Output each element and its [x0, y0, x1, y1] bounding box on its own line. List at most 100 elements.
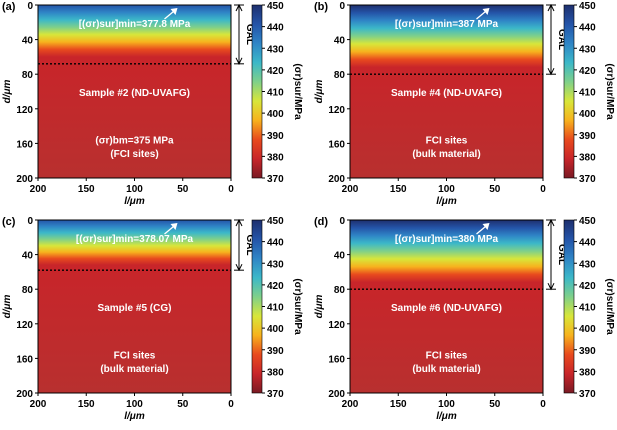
min-stress-annotation: [(σr)sur]min=377.8 MPa — [79, 19, 191, 30]
colorbar-tick-label: 430 — [579, 259, 596, 270]
y-tick-label: 120 — [328, 105, 345, 116]
colorbar-tick-label: 390 — [579, 131, 596, 142]
y-tick-label: 0 — [27, 216, 33, 227]
y-tick-label: 200 — [16, 174, 33, 185]
bulk-label-2: (bulk material) — [412, 364, 480, 375]
colorbar-tick-label: 380 — [267, 367, 284, 378]
x-tick-label: 50 — [489, 399, 501, 410]
sample-label: Sample #2 (ND-UVAFG) — [79, 88, 190, 99]
colorbar — [251, 4, 263, 179]
y-tick-label: 0 — [27, 1, 33, 12]
min-stress-arrow-head — [170, 8, 178, 15]
y-tick-label: 40 — [334, 251, 346, 262]
colorbar-tick-label: 440 — [579, 23, 596, 34]
colorbar-tick-label: 370 — [267, 174, 284, 185]
bulk-label-1: FCI sites — [114, 350, 156, 361]
x-tick-label: 100 — [438, 184, 455, 195]
panel-label: (d) — [314, 216, 328, 228]
colorbar-label: (σr)sur/MPa — [292, 63, 303, 120]
x-tick-label: 200 — [30, 399, 47, 410]
x-tick-label: 200 — [342, 399, 359, 410]
colorbar-tick-label: 420 — [267, 281, 284, 292]
min-stress-annotation: [(σr)sur]min=378.07 MPa — [76, 234, 194, 245]
gal-label: GAL — [244, 24, 255, 45]
y-tick-label: 200 — [328, 174, 345, 185]
y-tick-label: 160 — [16, 139, 33, 150]
colorbar-tick-label: 400 — [267, 324, 284, 335]
x-tick-label: 200 — [342, 184, 359, 195]
colorbar-tick-label: 390 — [267, 131, 284, 142]
panel-label: (b) — [314, 1, 328, 13]
y-axis-label: d/μm — [2, 79, 13, 103]
colorbar-tick-label: 430 — [267, 259, 284, 270]
x-tick-label: 150 — [390, 399, 407, 410]
y-tick-label: 40 — [22, 36, 34, 47]
gal-label: GAL — [556, 244, 567, 265]
colorbar — [563, 219, 575, 394]
x-tick-label: 100 — [126, 399, 143, 410]
x-tick-label: 0 — [540, 184, 546, 195]
x-tick-label: 0 — [228, 399, 234, 410]
colorbar-tick-label: 370 — [579, 174, 596, 185]
x-tick-label: 50 — [177, 399, 189, 410]
bulk-label-2: (FCI sites) — [110, 149, 158, 160]
x-axis-label: l/μm — [124, 196, 145, 207]
min-stress-annotation: [(σr)sur]min=387 MPa — [395, 19, 499, 30]
y-tick-label: 200 — [328, 389, 345, 400]
x-tick-label: 200 — [30, 184, 47, 195]
y-tick-label: 120 — [16, 320, 33, 331]
y-axis-label: d/μm — [2, 294, 13, 318]
colorbar-tick-label: 420 — [579, 66, 596, 77]
colorbar-tick-label: 410 — [579, 303, 596, 314]
gal-label: GAL — [244, 235, 255, 256]
colorbar-tick-label: 370 — [579, 389, 596, 400]
colorbar-tick-label: 390 — [267, 346, 284, 357]
y-tick-label: 160 — [16, 354, 33, 365]
y-tick-label: 80 — [22, 285, 34, 296]
colorbar-tick-label: 410 — [267, 303, 284, 314]
bulk-label-1: FCI sites — [426, 350, 468, 361]
colorbar-tick-label: 440 — [267, 23, 284, 34]
colorbar-tick-label: 380 — [579, 367, 596, 378]
y-tick-label: 200 — [16, 389, 33, 400]
sample-label: Sample #4 (ND-UVAFG) — [391, 88, 502, 99]
panel-label: (a) — [2, 1, 16, 13]
colorbar-tick-label: 420 — [267, 66, 284, 77]
colorbar-tick-label: 400 — [579, 109, 596, 120]
min-stress-arrow-head — [482, 223, 490, 230]
sample-label: Sample #6 (ND-UVAFG) — [391, 303, 502, 314]
colorbar-tick-label: 400 — [267, 109, 284, 120]
min-stress-annotation: [(σr)sur]min=380 MPa — [395, 234, 499, 245]
y-tick-label: 40 — [22, 251, 34, 262]
sample-label: Sample #5 (CG) — [98, 303, 172, 314]
colorbar-label: (σr)sur/MPa — [292, 278, 303, 335]
x-axis-label: l/μm — [124, 411, 145, 422]
colorbar-tick-label: 400 — [579, 324, 596, 335]
y-tick-label: 0 — [339, 1, 345, 12]
bulk-label-1: (σr)bm=375 MPa — [95, 135, 174, 146]
x-tick-label: 0 — [540, 399, 546, 410]
y-tick-label: 0 — [339, 216, 345, 227]
x-tick-label: 100 — [126, 184, 143, 195]
bulk-label-2: (bulk material) — [412, 149, 480, 160]
colorbar — [563, 4, 575, 179]
y-axis-label: d/μm — [314, 294, 325, 318]
panel-label: (c) — [2, 216, 16, 228]
min-stress-arrow-head — [482, 8, 490, 15]
y-tick-label: 160 — [328, 139, 345, 150]
y-tick-label: 120 — [328, 320, 345, 331]
x-tick-label: 0 — [228, 184, 234, 195]
colorbar-tick-label: 430 — [267, 44, 284, 55]
colorbar-tick-label: 420 — [579, 281, 596, 292]
stress-field — [350, 5, 543, 178]
gal-label: GAL — [556, 29, 567, 50]
min-stress-arrow-head — [170, 223, 178, 230]
colorbar-tick-label: 440 — [267, 238, 284, 249]
colorbar-tick-label: 390 — [579, 346, 596, 357]
colorbar-tick-label: 450 — [579, 1, 596, 12]
colorbar-tick-label: 450 — [267, 216, 284, 227]
